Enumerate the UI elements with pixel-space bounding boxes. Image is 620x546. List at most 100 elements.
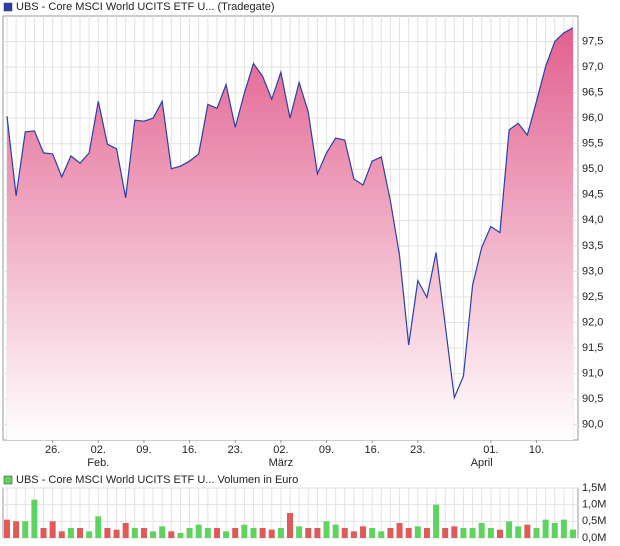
- volume-bar: [150, 531, 157, 538]
- volume-bar: [86, 531, 93, 538]
- volume-bar: [232, 528, 239, 538]
- y-tick-label: 97,0: [582, 61, 603, 73]
- y-tick-label: 94,5: [582, 189, 603, 201]
- volume-bar: [22, 521, 29, 538]
- volume-bar: [241, 524, 248, 538]
- volume-bar: [387, 528, 394, 538]
- volume-bar: [31, 499, 38, 538]
- volume-bar: [204, 528, 211, 538]
- y-tick-label: 90,5: [582, 393, 603, 405]
- y-tick-label: 0,0M: [582, 532, 606, 544]
- volume-bar: [369, 528, 376, 538]
- volume-bar: [442, 528, 449, 538]
- volume-bar: [451, 526, 458, 538]
- y-tick-label: 96,5: [582, 87, 603, 99]
- volume-bar: [277, 528, 284, 538]
- y-tick-label: 1,5M: [582, 482, 606, 494]
- y-tick-label: 90,0: [582, 419, 603, 431]
- volume-bar: [250, 528, 257, 538]
- volume-bar: [13, 521, 20, 538]
- volume-bar: [360, 526, 367, 538]
- volume-bar: [551, 523, 558, 538]
- volume-bar: [542, 519, 549, 538]
- volume-bar: [140, 528, 147, 538]
- volume-bar: [341, 528, 348, 538]
- volume-bar: [213, 528, 220, 538]
- y-tick-label: 95,5: [582, 138, 603, 150]
- y-tick-label: 93,5: [582, 240, 603, 252]
- y-tick-label: 97,5: [582, 35, 603, 47]
- x-tick-label: 01.: [483, 444, 498, 456]
- volume-bar: [4, 519, 10, 538]
- volume-bar: [414, 526, 421, 538]
- volume-bar: [478, 523, 485, 538]
- volume-bar: [350, 531, 357, 538]
- price-line: [6, 27, 574, 400]
- y-tick-label: 92,5: [582, 291, 603, 303]
- x-tick-label: 16.: [182, 444, 197, 456]
- x-month-label: April: [471, 457, 493, 469]
- legend-swatch: [3, 2, 13, 12]
- x-month-label: März: [269, 457, 293, 469]
- volume-bar: [433, 504, 440, 538]
- x-tick-label: 02.: [91, 444, 106, 456]
- volume-bar: [159, 526, 166, 538]
- volume-bar: [560, 519, 567, 538]
- volume-bar: [524, 524, 531, 538]
- volume-bar: [259, 528, 266, 538]
- volume-bar: [104, 528, 111, 538]
- volume-bar: [296, 526, 303, 538]
- volume-bar: [186, 528, 193, 538]
- volume-bar: [533, 528, 540, 538]
- legend-label: UBS - Core MSCI World UCITS ETF U... (Tr…: [16, 1, 275, 13]
- volume-bar: [95, 516, 102, 538]
- area-fill: [7, 27, 573, 441]
- volume-bar: [268, 529, 275, 538]
- volume-bar: [49, 521, 56, 538]
- x-tick-label: 10.: [529, 444, 544, 456]
- x-tick-label: 26.: [45, 444, 60, 456]
- volume-bar: [58, 531, 65, 538]
- volume-bar: [40, 528, 47, 538]
- volume-bar: [378, 531, 385, 538]
- volume-bar: [460, 528, 467, 538]
- volume-bar: [67, 528, 74, 538]
- volume-bar: [314, 528, 321, 538]
- volume-bar: [223, 531, 230, 538]
- x-tick-label: 02.: [273, 444, 288, 456]
- x-month-label: Feb.: [87, 457, 109, 469]
- volume-bar: [122, 523, 129, 538]
- volume-bar: [287, 513, 293, 538]
- volume-bar: [487, 528, 494, 538]
- volume-bar: [405, 528, 412, 538]
- volume-bar: [323, 521, 330, 538]
- volume-bar: [515, 526, 522, 538]
- volume-bar: [77, 528, 84, 538]
- volume-bar: [396, 523, 403, 538]
- volume-bar: [469, 528, 476, 538]
- volume-bar: [496, 529, 503, 538]
- legend-label: UBS - Core MSCI World UCITS ETF U... Vol…: [16, 474, 298, 486]
- x-tick-label: 23.: [410, 444, 425, 456]
- y-tick-label: 91,0: [582, 367, 603, 379]
- y-tick-label: 92,0: [582, 316, 603, 328]
- volume-bar: [195, 524, 202, 538]
- y-tick-label: 1,0M: [582, 499, 606, 511]
- y-tick-label: 91,5: [582, 342, 603, 354]
- volume-bar: [177, 533, 184, 538]
- volume-bar: [131, 528, 138, 538]
- volume-bar: [332, 524, 339, 538]
- volume-bar: [423, 528, 430, 538]
- x-tick-label: 09.: [136, 444, 151, 456]
- y-tick-label: 93,0: [582, 265, 603, 277]
- y-tick-label: 94,0: [582, 214, 603, 226]
- legend-swatch: [3, 475, 13, 485]
- x-tick-label: 09.: [319, 444, 334, 456]
- volume-bar: [305, 528, 312, 538]
- y-tick-label: 0,5M: [582, 515, 606, 527]
- x-tick-label: 16.: [365, 444, 380, 456]
- volume-bar: [168, 531, 175, 538]
- y-tick-label: 96,0: [582, 112, 603, 124]
- y-tick-label: 95,0: [582, 163, 603, 175]
